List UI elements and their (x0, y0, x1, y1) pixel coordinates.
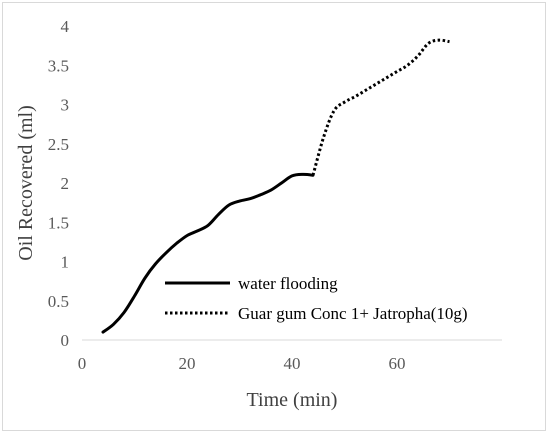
x-tick-label: 0 (78, 354, 87, 373)
legend: water flooding Guar gum Conc 1+ Jatropha… (165, 274, 468, 323)
y-tick-labels: 0 0.5 1 1.5 2 2.5 3 3.5 4 (48, 17, 70, 350)
y-tick-label: 0.5 (48, 292, 69, 311)
y-tick-label: 4 (61, 17, 70, 36)
series-line-guar-gum (311, 38, 450, 176)
y-tick-label: 2.5 (48, 135, 69, 154)
y-axis-title: Oil Recovered (ml) (15, 105, 37, 261)
y-tick-label: 3 (61, 96, 70, 115)
y-tick-label: 3.5 (48, 56, 69, 75)
series-line-water-flooding (101, 172, 315, 334)
x-tick-label: 60 (389, 354, 406, 373)
y-tick-label: 1.5 (48, 213, 69, 232)
x-axis-title: Time (min) (247, 389, 338, 411)
legend-label-water-flooding: water flooding (238, 274, 338, 293)
x-tick-label: 20 (179, 354, 196, 373)
x-tick-labels: 0 20 40 60 (78, 354, 406, 373)
y-tick-label: 0 (61, 331, 70, 350)
legend-label-guar-gum: Guar gum Conc 1+ Jatropha(10g) (238, 304, 468, 323)
chart-frame (2, 2, 546, 431)
x-tick-label: 40 (284, 354, 301, 373)
series-lines (101, 38, 450, 334)
y-tick-label: 1 (61, 253, 70, 272)
y-tick-label: 2 (61, 174, 70, 193)
